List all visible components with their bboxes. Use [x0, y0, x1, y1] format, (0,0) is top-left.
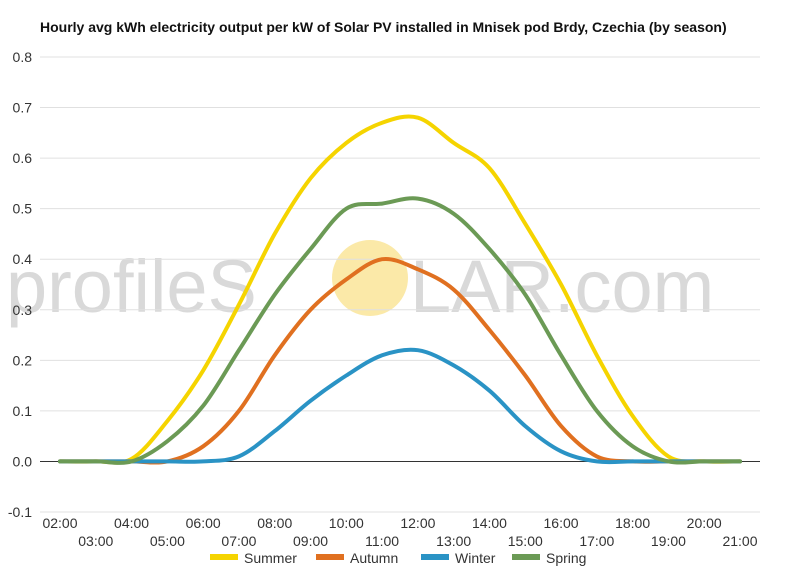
- series-lines: [58, 114, 742, 465]
- y-tick-label: 0.2: [13, 352, 33, 368]
- x-tick-label: 10:00: [329, 515, 364, 531]
- x-tick-label: 21:00: [722, 533, 757, 549]
- x-tick-label: 06:00: [186, 515, 221, 531]
- series-line-winter: [58, 347, 742, 465]
- y-tick-label: 0.1: [13, 403, 33, 419]
- chart-title: Hourly avg kWh electricity output per kW…: [40, 19, 727, 35]
- x-tick-label: 17:00: [579, 533, 614, 549]
- legend-swatch-autumn: [316, 554, 344, 560]
- x-tick-label: 19:00: [651, 533, 686, 549]
- legend-swatch-summer: [210, 554, 238, 560]
- x-tick-label: 20:00: [687, 515, 722, 531]
- y-tick-label: 0.7: [13, 100, 33, 116]
- x-tick-label: 16:00: [544, 515, 579, 531]
- legend-label-summer: Summer: [244, 550, 297, 566]
- x-tick-label: 02:00: [42, 515, 77, 531]
- legend-swatch-winter: [421, 554, 449, 560]
- y-tick-label: 0.4: [13, 251, 33, 267]
- y-tick-label: 0.5: [13, 201, 33, 217]
- x-tick-label: 07:00: [221, 533, 256, 549]
- x-tick-label: 03:00: [78, 533, 113, 549]
- legend-label-autumn: Autumn: [350, 550, 398, 566]
- series-line-summer: [58, 114, 742, 465]
- watermark: profileS LAR.com: [6, 240, 714, 328]
- y-tick-label: 0.0: [13, 453, 33, 469]
- y-tick-label: 0.6: [13, 150, 33, 166]
- watermark-sun-icon: [332, 240, 408, 316]
- y-tick-label: -0.1: [8, 504, 32, 520]
- series-line-spring: [58, 196, 742, 465]
- legend-label-winter: Winter: [455, 550, 496, 566]
- x-tick-label: 08:00: [257, 515, 292, 531]
- x-tick-label: 09:00: [293, 533, 328, 549]
- legend-label-spring: Spring: [546, 550, 586, 566]
- legend-swatch-spring: [512, 554, 540, 560]
- x-tick-label: 13:00: [436, 533, 471, 549]
- y-tick-label: 0.3: [13, 302, 33, 318]
- x-tick-label: 11:00: [365, 533, 399, 549]
- x-tick-label: 15:00: [508, 533, 543, 549]
- x-tick-label: 12:00: [400, 515, 435, 531]
- y-tick-label: 0.8: [13, 49, 33, 65]
- x-tick-label: 18:00: [615, 515, 650, 531]
- x-axis-ticks: 02:0003:0004:0005:0006:0007:0008:0009:00…: [42, 515, 757, 549]
- watermark-text-left: profileS: [6, 245, 257, 328]
- x-tick-label: 05:00: [150, 533, 185, 549]
- x-tick-label: 14:00: [472, 515, 507, 531]
- y-axis-ticks: 0.8 0.7 0.6 0.5 0.4 0.3 0.2 0.1 0.0 -0.1: [8, 49, 32, 520]
- legend: Summer Autumn Winter Spring: [210, 550, 586, 566]
- x-tick-label: 04:00: [114, 515, 149, 531]
